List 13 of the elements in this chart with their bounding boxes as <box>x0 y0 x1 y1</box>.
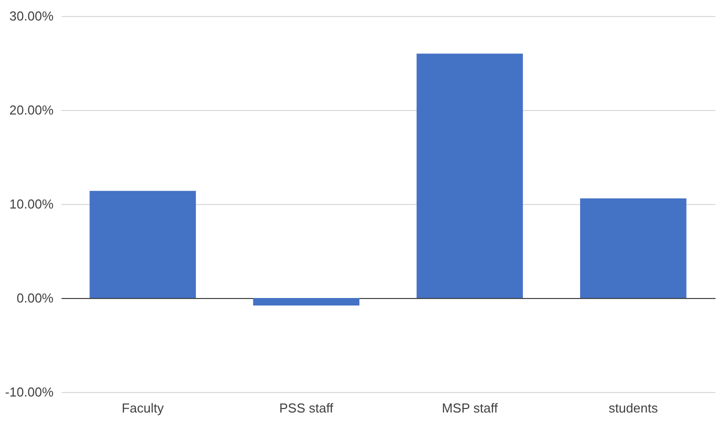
y-tick-label: -10.00% <box>5 384 54 400</box>
y-tick-label: 30.00% <box>9 8 54 24</box>
x-tick-label: MSP staff <box>442 400 498 416</box>
x-tick-label: PSS staff <box>279 400 334 416</box>
bar <box>416 54 523 298</box>
x-tick-label: students <box>608 400 658 416</box>
y-tick-label: 0.00% <box>16 290 54 306</box>
bar <box>90 190 196 298</box>
y-tick-label: 10.00% <box>9 196 54 212</box>
bar <box>253 298 360 306</box>
bar <box>580 198 686 298</box>
y-tick-label: 20.00% <box>9 102 54 118</box>
x-tick-label: Faculty <box>122 400 164 416</box>
